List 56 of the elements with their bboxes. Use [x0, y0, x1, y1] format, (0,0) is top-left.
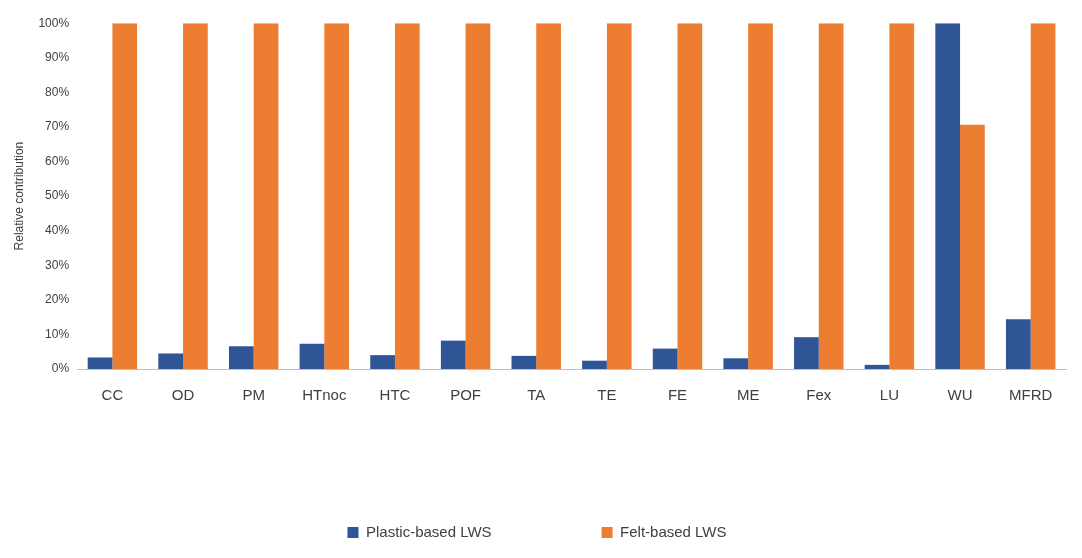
legend-label: Felt-based LWS — [620, 522, 727, 540]
legend-label: Plastic-based LWS — [365, 522, 492, 540]
x-tick-label: HTC — [379, 386, 411, 404]
bar — [935, 23, 961, 369]
x-tick-label: FE — [667, 386, 688, 404]
bar — [324, 23, 350, 369]
bar — [465, 23, 491, 369]
x-tick-label: CC — [101, 386, 124, 404]
bar — [606, 23, 632, 369]
x-tick-label: OD — [171, 386, 195, 404]
bar — [748, 23, 773, 369]
x-tick-label: HTnoc — [302, 386, 347, 404]
bar — [87, 357, 113, 369]
x-tick-label: ME — [736, 386, 760, 404]
bar — [677, 23, 703, 369]
bar — [440, 340, 466, 369]
bar — [1005, 319, 1031, 369]
bar — [228, 346, 254, 369]
y-tick-label: 40% — [45, 222, 70, 237]
bar — [960, 124, 985, 369]
x-tick-label: PM — [242, 386, 265, 404]
bar — [723, 358, 749, 369]
x-tick-label: LU — [879, 386, 899, 404]
x-tick-label: MFRD — [1009, 386, 1053, 404]
y-tick-label: 80% — [45, 84, 70, 99]
bar — [582, 360, 607, 369]
bar — [183, 23, 208, 369]
bar — [394, 23, 420, 369]
y-axis-title: Relative contribution — [11, 141, 26, 251]
bar — [864, 364, 890, 369]
x-tick-label: Fex — [806, 386, 832, 404]
bar — [1030, 23, 1056, 369]
bar — [511, 355, 537, 369]
x-tick-label: POF — [450, 386, 482, 404]
x-tick-label: WU — [947, 386, 973, 404]
y-tick-label: 10% — [45, 326, 70, 341]
y-tick-label: 60% — [45, 153, 70, 168]
y-tick-label: 90% — [45, 50, 70, 65]
bar — [112, 23, 138, 369]
bar — [818, 23, 844, 369]
bar — [536, 23, 561, 369]
y-tick-label: 50% — [45, 188, 70, 203]
bar — [253, 23, 279, 369]
bar — [299, 343, 325, 369]
bar — [794, 337, 819, 369]
bar — [370, 355, 395, 369]
y-tick-label: 30% — [45, 257, 70, 272]
bar — [158, 353, 184, 369]
y-tick-label: 70% — [45, 119, 70, 134]
x-tick-label: TE — [597, 386, 617, 404]
bar — [652, 348, 678, 369]
y-tick-label: 20% — [45, 292, 70, 307]
y-tick-label: 100% — [38, 15, 70, 30]
bar — [889, 23, 915, 369]
y-tick-label: 0% — [51, 361, 70, 376]
x-tick-label: TA — [527, 386, 546, 404]
